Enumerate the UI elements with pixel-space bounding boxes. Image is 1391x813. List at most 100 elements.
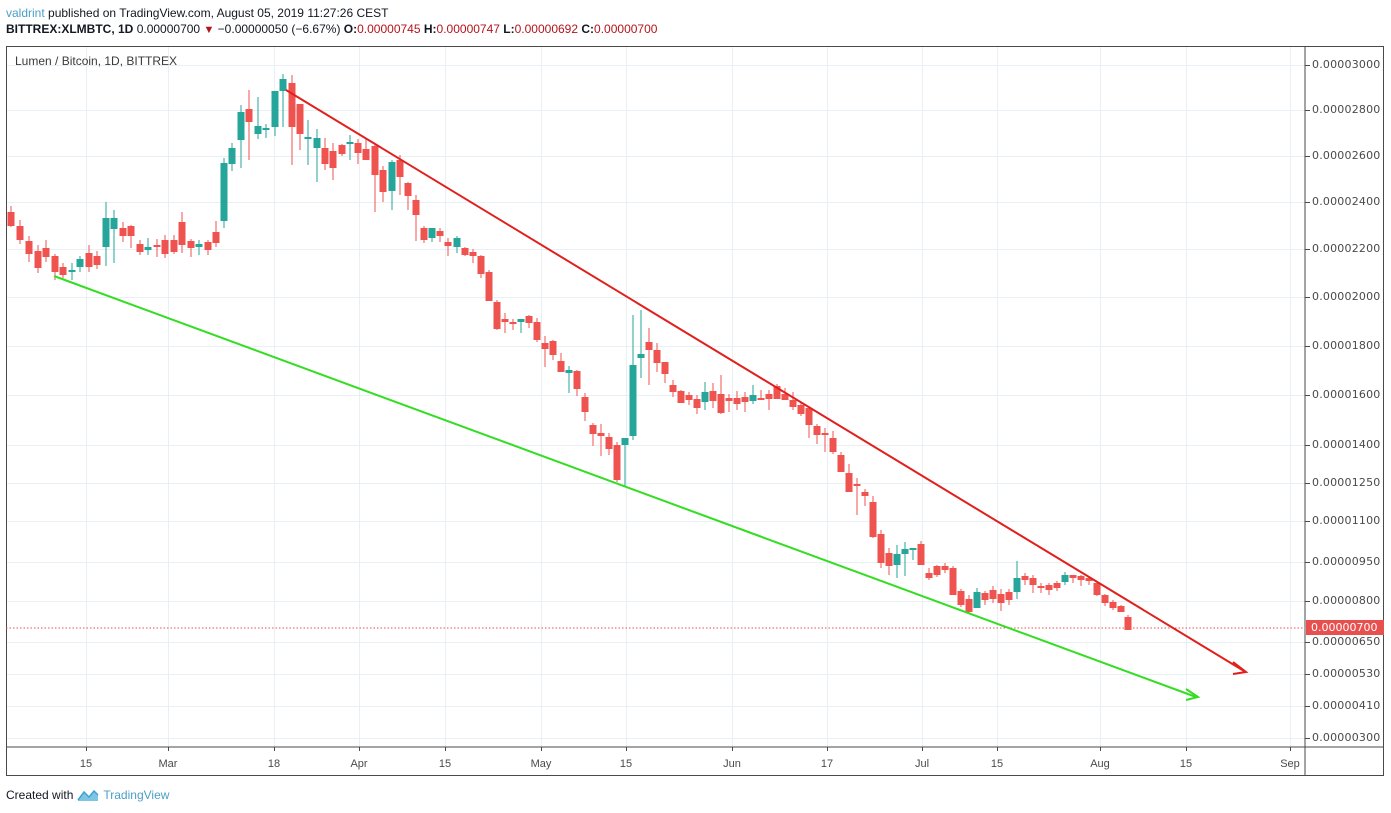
high-value: 0.00000747 — [436, 22, 500, 36]
candle — [965, 595, 973, 613]
candle — [565, 366, 573, 393]
candle — [589, 423, 597, 446]
candle — [813, 424, 821, 444]
candle — [42, 240, 50, 262]
candle — [517, 319, 525, 333]
arrow-head-icon — [1185, 688, 1201, 701]
candle — [1005, 589, 1013, 605]
candle — [941, 563, 949, 573]
candle — [404, 182, 412, 210]
candlesticks — [7, 74, 1132, 630]
candle — [949, 566, 957, 595]
time-tick-label: Mar — [158, 758, 178, 770]
candle — [549, 340, 557, 360]
candle — [304, 120, 312, 165]
price-tick-label: 0.00001600 — [1312, 388, 1381, 401]
candle — [119, 222, 127, 242]
time-tick-label: 15 — [438, 758, 452, 770]
price-tick-label: 0.00001250 — [1312, 476, 1381, 489]
candle — [296, 104, 304, 150]
time-tick-label: Aug — [1090, 758, 1110, 770]
candle — [773, 384, 781, 399]
candle — [597, 424, 605, 456]
high-label: H: — [423, 22, 437, 36]
candle — [501, 313, 509, 333]
candle — [346, 135, 354, 160]
candle — [1069, 575, 1077, 583]
chart-frame — [6, 46, 1384, 776]
support-trendline[interactable] — [53, 275, 1201, 701]
candle — [541, 336, 549, 367]
candle — [909, 548, 917, 560]
candle — [93, 251, 101, 269]
gridlines — [7, 47, 1305, 747]
candle — [1077, 575, 1085, 586]
close-value: 0.00000700 — [594, 22, 658, 36]
author-link[interactable]: valdrint — [6, 6, 45, 20]
candle — [1045, 583, 1053, 595]
time-tick-label: 15 — [990, 758, 1004, 770]
candle — [461, 247, 469, 256]
candle — [989, 586, 997, 603]
candle — [861, 489, 869, 506]
candle — [220, 158, 228, 228]
candle — [893, 545, 901, 578]
candle — [733, 391, 741, 410]
time-tick-label: Apr — [350, 758, 368, 770]
candle — [997, 589, 1005, 611]
candle — [685, 392, 693, 405]
candle — [525, 315, 533, 328]
created-with-label: Created with — [6, 788, 74, 802]
price-tick-label: 0.00003000 — [1312, 58, 1381, 71]
low-label: L: — [503, 22, 515, 36]
close-label: C: — [581, 22, 595, 36]
candle — [379, 166, 387, 202]
candle — [362, 138, 370, 160]
price-tick-label: 0.00000800 — [1312, 594, 1381, 607]
candle — [757, 390, 765, 400]
axis-ticks — [86, 65, 1310, 751]
candle — [110, 210, 118, 263]
candle — [1061, 572, 1069, 585]
candle — [85, 245, 93, 272]
candle — [204, 240, 212, 255]
candle — [821, 428, 829, 452]
candle — [613, 442, 621, 482]
candle — [338, 144, 346, 156]
candle — [901, 542, 909, 576]
candle — [1109, 600, 1117, 610]
candle — [178, 212, 186, 253]
candle — [371, 144, 379, 212]
candle — [153, 239, 161, 257]
candle — [973, 588, 981, 608]
candle — [453, 236, 461, 253]
tradingview-link[interactable]: TradingView — [103, 788, 170, 802]
last-value: 0.00000700 — [136, 22, 201, 36]
candle — [797, 402, 805, 416]
candle — [981, 591, 989, 605]
time-tick-label: 15 — [619, 758, 633, 770]
price-tick-label: 0.00002000 — [1312, 290, 1381, 303]
time-tick-label: 17 — [820, 758, 834, 770]
candle — [420, 226, 428, 243]
time-tick-label: Sep — [1280, 758, 1300, 770]
open-label: O: — [343, 22, 358, 36]
candle — [25, 236, 33, 262]
candle — [725, 394, 733, 412]
resistance-trendline[interactable] — [285, 89, 1249, 675]
open-value: 0.00000745 — [357, 22, 421, 36]
candle — [329, 143, 337, 180]
candle — [1021, 573, 1029, 585]
candle — [16, 220, 24, 244]
published-text: published on TradingView.com, August 05,… — [44, 6, 389, 20]
candle — [749, 385, 757, 404]
low-value: 0.00000692 — [514, 22, 579, 36]
candle — [321, 138, 329, 170]
candle — [653, 343, 661, 372]
candle — [127, 225, 135, 248]
candle — [136, 240, 144, 255]
candle — [102, 202, 110, 266]
footer: Created with TradingView — [6, 788, 169, 802]
candle — [661, 362, 669, 383]
